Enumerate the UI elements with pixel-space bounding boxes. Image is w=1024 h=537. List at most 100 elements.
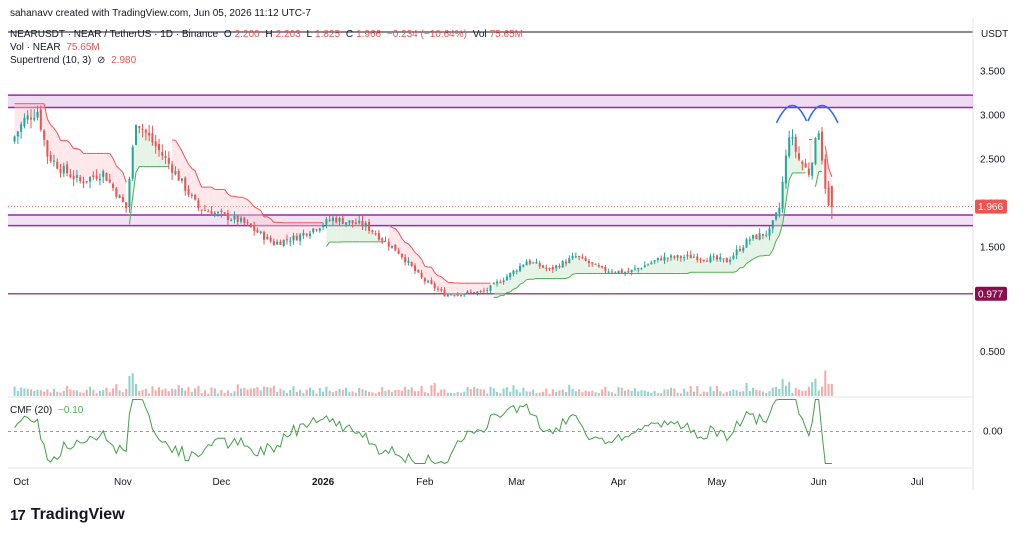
volume-bar [791,392,794,396]
candle-body [236,215,239,222]
volume-bar [660,393,663,396]
supertrend-fill [467,283,471,293]
supertrend-line [115,165,120,170]
volume-bar [282,390,285,396]
supertrend-fill [392,227,396,248]
double-top-right-arc [807,104,839,124]
supertrend-fill [204,187,209,212]
tv-mark-icon: 17 [10,506,26,524]
volume-bar [745,382,748,396]
volume-bar [62,390,65,396]
volume-bar [492,388,495,396]
candle-body [692,256,696,258]
supertrend-line [414,252,419,256]
supertrend-line [506,291,511,294]
volume-bar [285,393,289,396]
supertrend-fill [208,187,212,214]
volume-bar [368,391,371,396]
volume-bar [663,389,666,396]
volume-bar [203,390,206,396]
supertrend-line [132,172,137,198]
candle-body [308,233,311,237]
volume-bar [604,386,607,396]
supertrend-line [178,145,183,152]
candle-body [144,129,147,133]
candle-body [476,291,479,294]
supertrend-line [56,132,61,141]
supertrend-fill [80,149,84,183]
candle-body [384,240,387,242]
volume-bar [512,385,515,396]
cmf-legend[interactable]: CMF (20) −0.10 [10,405,86,416]
supertrend-fill [76,148,81,180]
supertrend-line [733,270,737,273]
supertrend-line [746,260,751,264]
volume-bar [351,391,354,396]
volume-bar [292,386,295,396]
candle-body [811,163,814,176]
supertrend-line [513,287,517,290]
candle-body [574,256,577,258]
volume-bar [138,390,141,396]
supertrend-line [572,273,576,275]
supertrend-fill [214,189,219,215]
candle-body [584,257,587,261]
supertrend-fill [109,153,114,187]
volume-bar [423,392,426,396]
candle-body [410,262,413,267]
time-tick-label: Dec [212,477,230,488]
candle-body [541,265,545,268]
candle-body [354,222,357,225]
volume-bar [479,389,482,396]
support-level-badge-bg [975,286,1007,301]
candle-body [706,260,709,262]
supertrend-fill [119,169,123,200]
candle-body [282,239,285,246]
supertrend-line [788,172,793,181]
candle-body [171,164,174,173]
supertrend-legend[interactable]: Supertrend (10, 3) ⊘ 2.980 [10,55,139,66]
supertrend-line [421,259,426,267]
volume-bar [223,392,226,396]
volume-bar [633,388,636,396]
supertrend-fill [680,257,685,274]
candle-body [676,255,679,258]
supertrend-line [188,163,193,169]
volume-legend[interactable]: Vol · NEAR 75.65M [10,42,103,53]
volume-bar [16,391,19,396]
volume-bar [75,390,78,396]
candle-body [164,156,167,158]
candle-body [637,268,640,270]
candle-body [92,175,95,177]
low-value: 1.825 [315,29,341,40]
volume-bar [768,391,771,396]
symbol-title[interactable]: NEARUSDT · NEAR / TetherUS · 1D · Binanc… [10,29,219,40]
volume-bar [489,386,492,396]
candle-body [207,211,210,213]
candle-body [167,158,170,164]
supertrend-line [46,118,52,126]
candle-body [820,131,824,161]
supertrend-fill [523,263,527,283]
supertrend-fill [483,283,488,292]
supertrend-fill [355,221,360,242]
volume-bar [578,389,581,396]
supertrend-line [257,208,261,212]
volume-bar [676,392,679,396]
candle-body [640,268,643,270]
supertrend-fill [726,260,731,273]
supertrend-fill [707,259,711,273]
supertrend-label: Supertrend (10, 3) [10,55,92,66]
supertrend-fill [408,243,412,265]
supertrend-fill [273,222,278,244]
supertrend-line [828,167,833,178]
volume-bar [102,390,105,396]
candle-body [775,212,778,220]
candle-body [187,189,190,195]
candle-body [427,280,430,283]
candle-body [417,270,420,273]
supertrend-fill [332,219,337,243]
candle-body [364,222,367,227]
candle-body [440,289,443,291]
